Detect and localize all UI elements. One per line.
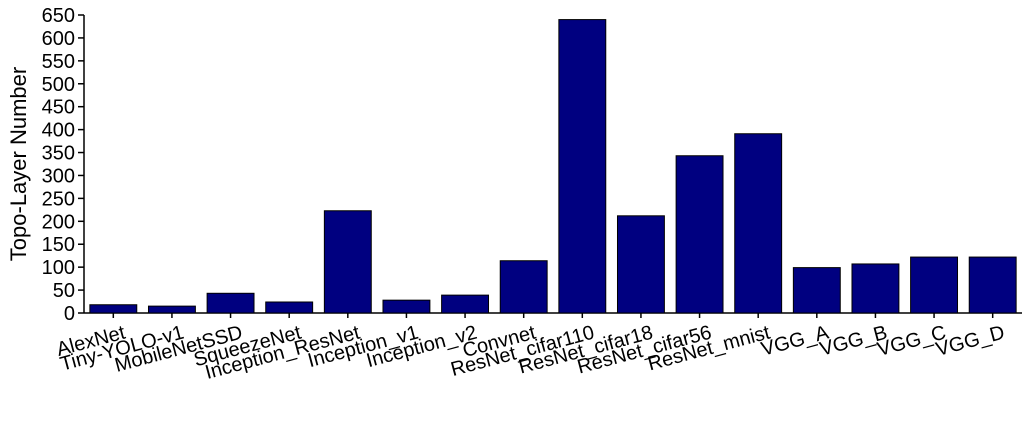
y-tick-label: 600 xyxy=(42,28,75,50)
bar xyxy=(792,267,841,314)
y-tick-label: 50 xyxy=(53,280,75,302)
bar xyxy=(499,260,548,314)
y-tick-label: 650 xyxy=(42,5,75,27)
bars xyxy=(89,19,1017,314)
y-tick-label: 100 xyxy=(42,257,75,279)
y-tick-label: 0 xyxy=(64,303,75,325)
y-tick-label: 400 xyxy=(42,120,75,142)
bar xyxy=(734,133,783,314)
y-tick-label: 450 xyxy=(42,97,75,119)
bar xyxy=(323,210,372,314)
y-tick-label: 250 xyxy=(42,188,75,210)
y-tick-label: 150 xyxy=(42,234,75,256)
bar xyxy=(206,292,255,314)
x-ticks: AlexNetTiny-YOLO-v1MobileNetSSDSqueezeNe… xyxy=(54,313,1007,384)
y-tick-label: 200 xyxy=(42,211,75,233)
y-tick-label: 300 xyxy=(42,165,75,187)
bar xyxy=(910,256,959,314)
y-tick-label: 500 xyxy=(42,74,75,96)
bar xyxy=(441,294,490,314)
bar xyxy=(265,301,314,314)
bar xyxy=(147,305,196,314)
bar xyxy=(675,155,724,314)
y-tick-label: 550 xyxy=(42,51,75,73)
bar xyxy=(558,19,607,314)
bar xyxy=(968,256,1017,314)
bar xyxy=(851,263,900,314)
bar xyxy=(382,299,431,314)
bar xyxy=(89,304,138,314)
y-axis-label: Topo-Layer Number xyxy=(6,67,31,261)
x-tick-label: VGG_D xyxy=(934,322,1007,361)
y-tick-label: 350 xyxy=(42,143,75,165)
bar xyxy=(616,215,665,314)
